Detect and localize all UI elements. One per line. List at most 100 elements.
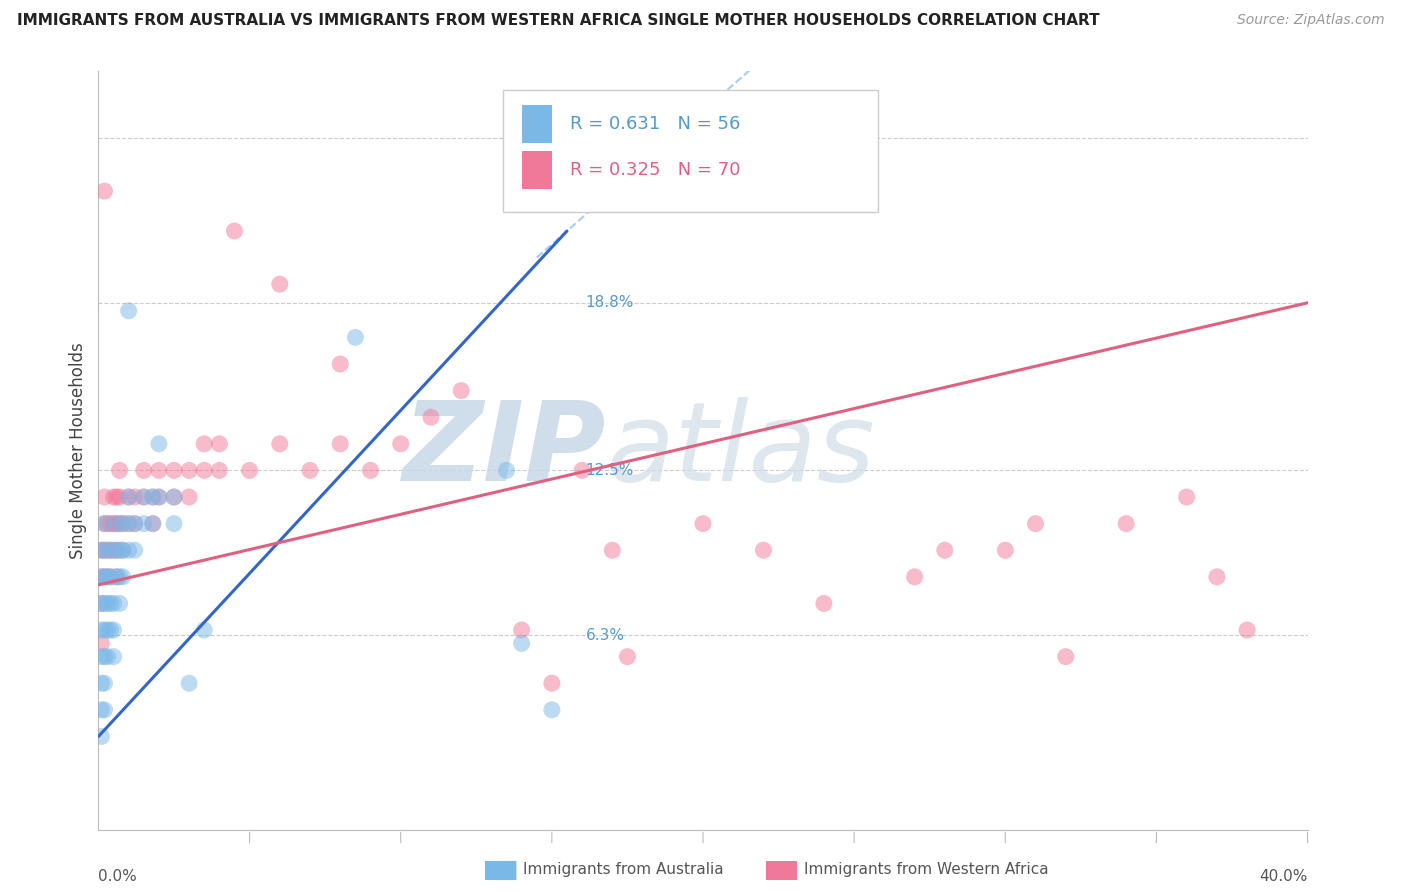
Text: ZIP: ZIP — [402, 397, 606, 504]
Text: R = 0.631   N = 56: R = 0.631 N = 56 — [569, 115, 741, 134]
Point — [105, 490, 128, 504]
Point — [108, 543, 131, 558]
Point — [93, 649, 115, 664]
Point — [118, 516, 141, 531]
Point — [994, 543, 1017, 558]
Point — [96, 649, 118, 664]
Point — [208, 463, 231, 477]
FancyBboxPatch shape — [522, 151, 553, 189]
Point — [105, 516, 128, 531]
Text: Source: ZipAtlas.com: Source: ZipAtlas.com — [1237, 13, 1385, 28]
Point — [124, 516, 146, 531]
Point — [96, 570, 118, 584]
Point — [193, 463, 215, 477]
Point — [124, 516, 146, 531]
Point — [93, 184, 115, 198]
Text: Immigrants from Australia: Immigrants from Australia — [523, 863, 724, 877]
Point — [142, 516, 165, 531]
Point — [93, 676, 115, 690]
Point — [208, 437, 231, 451]
Point — [93, 543, 115, 558]
Text: 12.5%: 12.5% — [586, 463, 634, 478]
Point — [108, 570, 131, 584]
Text: Immigrants from Western Africa: Immigrants from Western Africa — [804, 863, 1049, 877]
Point — [132, 490, 155, 504]
Point — [1024, 516, 1046, 531]
Point — [124, 543, 146, 558]
Point — [103, 596, 125, 610]
Point — [100, 516, 122, 531]
Point — [224, 224, 246, 238]
Point — [148, 437, 170, 451]
Point — [96, 570, 118, 584]
Point — [179, 463, 201, 477]
Point — [163, 490, 186, 504]
Point — [111, 516, 134, 531]
Point — [118, 516, 141, 531]
Point — [450, 384, 472, 398]
Point — [193, 437, 215, 451]
Point — [103, 649, 125, 664]
Point — [90, 623, 112, 637]
Point — [193, 623, 215, 637]
Point — [540, 703, 562, 717]
Point — [93, 623, 115, 637]
Point — [111, 570, 134, 584]
Point — [1054, 649, 1077, 664]
Point — [299, 463, 322, 477]
Point — [329, 437, 352, 451]
Point — [111, 516, 134, 531]
Point — [510, 623, 533, 637]
Text: 6.3%: 6.3% — [586, 628, 624, 643]
Point — [103, 543, 125, 558]
Y-axis label: Single Mother Households: Single Mother Households — [69, 343, 87, 558]
Point — [269, 277, 291, 292]
Text: 40.0%: 40.0% — [1260, 870, 1308, 885]
Point — [813, 596, 835, 610]
Point — [93, 516, 115, 531]
Point — [90, 570, 112, 584]
Point — [105, 516, 128, 531]
Point — [100, 596, 122, 610]
Point — [1115, 516, 1137, 531]
Text: R = 0.325   N = 70: R = 0.325 N = 70 — [569, 161, 741, 179]
Text: 18.8%: 18.8% — [586, 295, 634, 310]
Point — [103, 490, 125, 504]
Point — [163, 463, 186, 477]
Point — [93, 516, 115, 531]
Point — [934, 543, 956, 558]
Point — [108, 596, 131, 610]
Point — [100, 623, 122, 637]
Point — [108, 516, 131, 531]
Point — [96, 623, 118, 637]
Point — [124, 490, 146, 504]
Point — [132, 463, 155, 477]
Point — [100, 570, 122, 584]
Point — [752, 543, 775, 558]
Point — [163, 490, 186, 504]
Point — [344, 330, 367, 344]
Point — [105, 570, 128, 584]
Point — [93, 570, 115, 584]
Point — [329, 357, 352, 371]
Point — [111, 543, 134, 558]
Point — [90, 676, 112, 690]
Point — [93, 490, 115, 504]
Point — [239, 463, 262, 477]
Text: □: □ — [495, 858, 517, 881]
Point — [179, 490, 201, 504]
Point — [495, 463, 517, 477]
Point — [148, 490, 170, 504]
Point — [420, 410, 443, 425]
Point — [142, 490, 165, 504]
Text: 25.0%: 25.0% — [586, 130, 634, 145]
Point — [132, 490, 155, 504]
Point — [389, 437, 412, 451]
Point — [179, 676, 201, 690]
Point — [96, 543, 118, 558]
Point — [90, 570, 112, 584]
Point — [93, 543, 115, 558]
Point — [1236, 623, 1258, 637]
FancyBboxPatch shape — [522, 105, 553, 144]
Point — [540, 676, 562, 690]
